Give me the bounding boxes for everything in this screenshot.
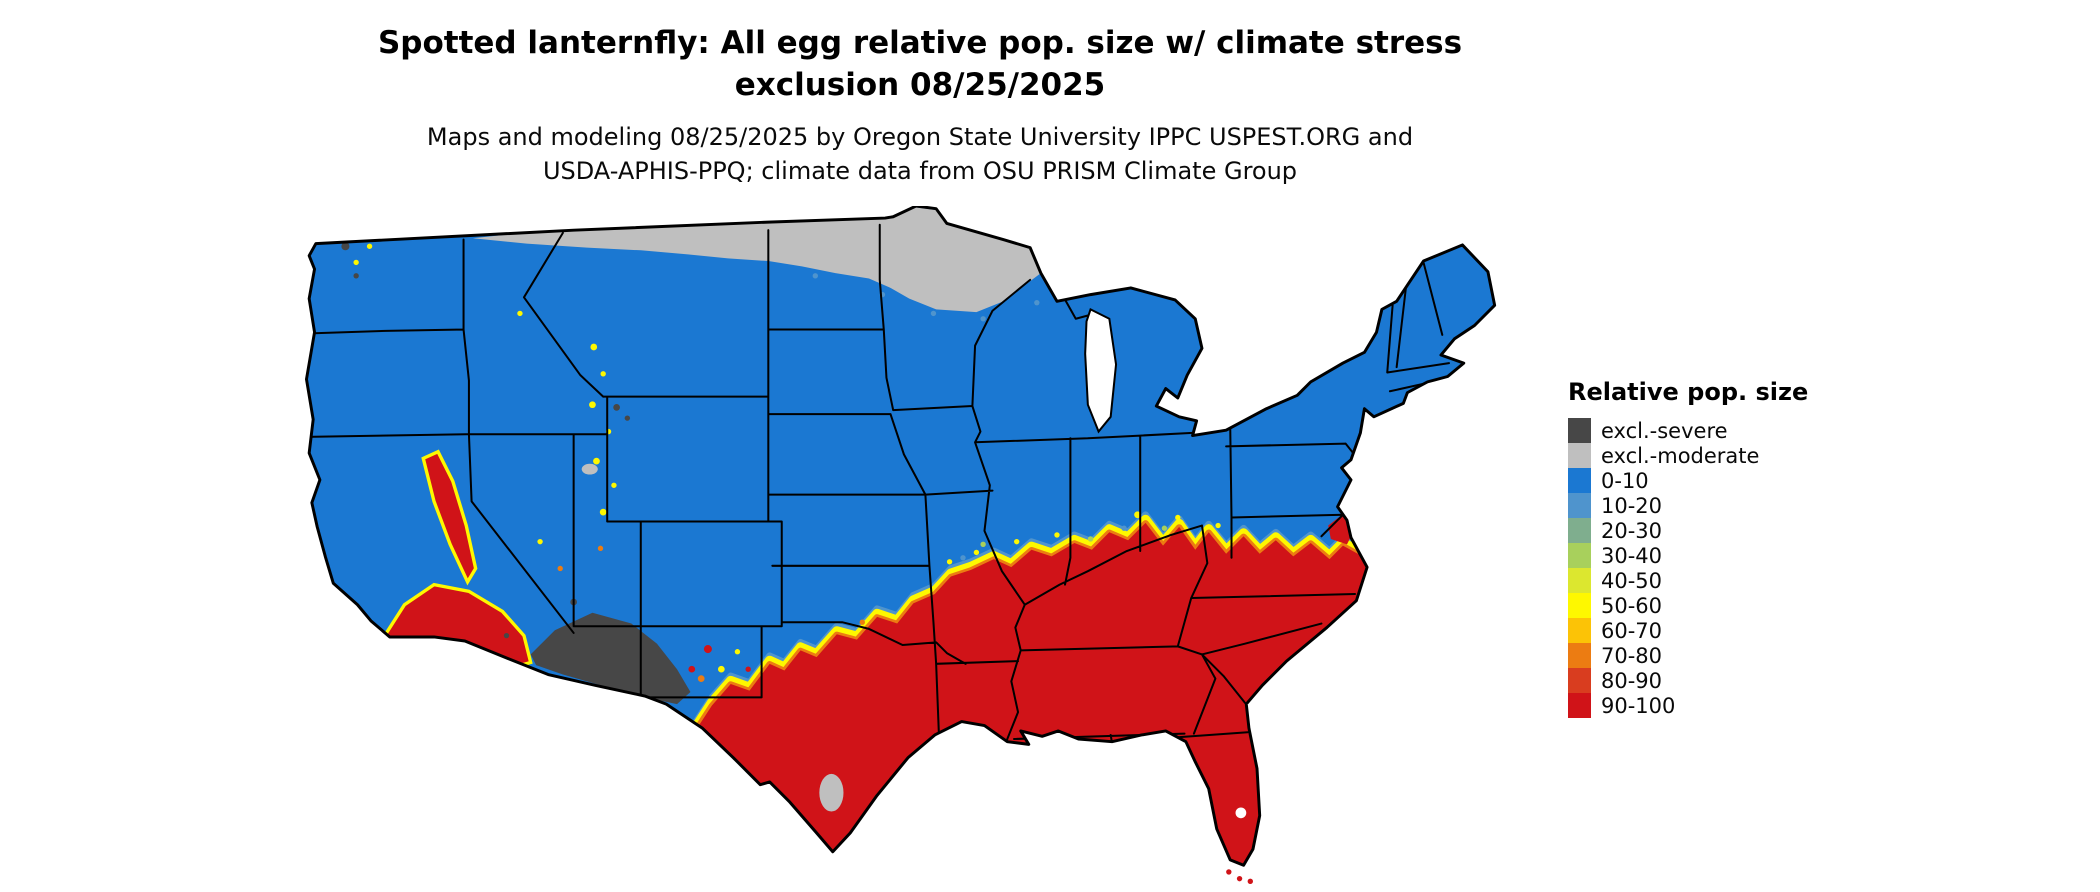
speckles-orange	[557, 545, 865, 682]
legend-label: excl.-moderate	[1601, 443, 1760, 468]
speckles-green	[980, 525, 1168, 548]
legend-label: 50-60	[1601, 593, 1663, 618]
legend-swatch	[1568, 418, 1591, 443]
legend-swatch	[1568, 593, 1591, 618]
legend-swatch	[1568, 618, 1591, 643]
legend-swatch	[1568, 518, 1591, 543]
speckles-red	[688, 645, 765, 686]
legend-swatch	[1568, 668, 1591, 693]
legend-item-20-30: 20-30	[1568, 518, 1808, 543]
florida-keys	[1226, 869, 1253, 884]
legend-item-0-10: 0-10	[1568, 468, 1808, 493]
legend-swatch	[1568, 493, 1591, 518]
legend-label: excl.-severe	[1601, 418, 1728, 443]
legend-item-60-70: 60-70	[1568, 618, 1808, 643]
legend-item-40-50: 40-50	[1568, 568, 1808, 593]
lake-okeechobee	[1235, 807, 1247, 819]
legend-label: 60-70	[1601, 618, 1663, 643]
us-map	[305, 206, 1497, 884]
legend-item-excl-severe: excl.-severe	[1568, 418, 1808, 443]
map-title: Spotted lanternfly: All egg relative pop…	[0, 22, 1840, 106]
speckles-dark	[341, 242, 631, 639]
legend-label: 10-20	[1601, 493, 1663, 518]
legend-item-80-90: 80-90	[1568, 668, 1808, 693]
map-subtitle-line2: USDA-APHIS-PPQ; climate data from OSU PR…	[542, 157, 1298, 185]
lake-michigan	[1084, 307, 1118, 434]
great-salt-lake	[581, 463, 598, 475]
legend-item-90-100: 90-100	[1568, 693, 1808, 718]
legend-label: 20-30	[1601, 518, 1663, 543]
map-subtitle: Maps and modeling 08/25/2025 by Oregon S…	[0, 120, 1840, 188]
legend-swatch	[1568, 543, 1591, 568]
legend-item-70-80: 70-80	[1568, 643, 1808, 668]
map-title-line2: exclusion 08/25/2025	[734, 67, 1106, 103]
region-california-valley	[421, 449, 478, 586]
region-high-population-south	[640, 522, 1420, 866]
legend-item-excl-moderate: excl.-moderate	[1568, 443, 1808, 468]
legend-item-50-60: 50-60	[1568, 593, 1808, 618]
legend-label: 70-80	[1601, 643, 1663, 668]
speckles-yellow	[353, 243, 1221, 673]
map-title-line1: Spotted lanternfly: All egg relative pop…	[377, 25, 1463, 61]
region-excl-moderate-north	[472, 207, 1041, 313]
legend-item-10-20: 10-20	[1568, 493, 1808, 518]
legend-swatch	[1568, 693, 1591, 718]
legend-title: Relative pop. size	[1568, 378, 1809, 406]
legend-swatch	[1568, 568, 1591, 593]
legend-label: 40-50	[1601, 568, 1663, 593]
legend-label: 0-10	[1601, 468, 1649, 493]
legend-label: 30-40	[1601, 543, 1663, 568]
legend-label: 90-100	[1601, 693, 1676, 718]
map-subtitle-line1: Maps and modeling 08/25/2025 by Oregon S…	[426, 123, 1414, 151]
legend: Relative pop. size excl.-severe excl.-mo…	[1568, 378, 1808, 718]
region-excl-severe-southwest	[530, 612, 691, 705]
legend-item-30-40: 30-40	[1568, 543, 1808, 568]
region-excl-moderate-texas	[819, 773, 844, 812]
legend-swatch	[1568, 643, 1591, 668]
legend-swatch	[1568, 443, 1591, 468]
map-container	[305, 206, 1527, 884]
legend-label: 80-90	[1601, 668, 1663, 693]
legend-swatch	[1568, 468, 1591, 493]
